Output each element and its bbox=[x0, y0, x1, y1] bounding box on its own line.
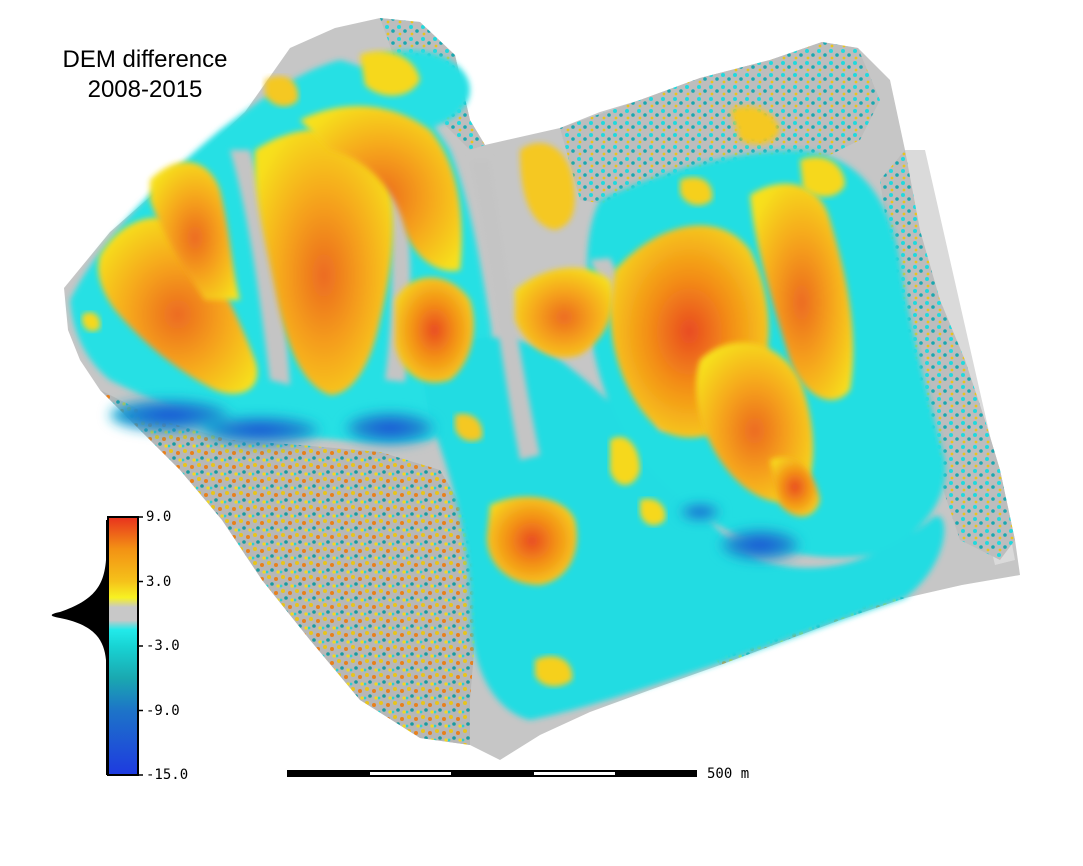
scale-bar-outline bbox=[287, 770, 697, 777]
lobe-upper-right-small bbox=[520, 143, 575, 230]
map-title-line-1: DEM difference bbox=[62, 46, 228, 73]
blue-zone-east bbox=[720, 529, 800, 561]
lobe-south-center bbox=[486, 496, 577, 585]
lobe-center-right-small bbox=[610, 436, 640, 485]
map-title-line-2: 2008-2015 bbox=[87, 76, 203, 103]
colorbar-tick-label: 3.0 bbox=[146, 573, 172, 590]
lobe-north-small bbox=[265, 76, 299, 107]
lobe-ne-3 bbox=[680, 177, 713, 206]
lobe-east-3 bbox=[750, 183, 854, 400]
colorbar bbox=[51, 516, 143, 776]
scale-bar-label: 500 m bbox=[707, 766, 750, 782]
scale-bar-segment-4 bbox=[534, 772, 615, 775]
deep-negative-zones bbox=[110, 399, 800, 561]
colorbar-ticks bbox=[138, 516, 143, 776]
lobe-center-right-2 bbox=[455, 413, 483, 442]
lobe-se-small bbox=[640, 498, 666, 526]
colorbar-gradient bbox=[107, 516, 139, 776]
scale-bar-segment-2 bbox=[370, 772, 451, 775]
blue-zone-west-2 bbox=[200, 416, 320, 444]
vegetation-e bbox=[880, 150, 1015, 560]
blue-zone-east-2 bbox=[680, 504, 720, 520]
lobe-west-1 bbox=[98, 217, 258, 394]
lobe-north-2 bbox=[360, 51, 420, 96]
colorbar-tick-label: 9.0 bbox=[146, 509, 172, 525]
lobe-far-east bbox=[770, 457, 820, 517]
cyan-zone-center bbox=[420, 337, 945, 720]
positive-change-lobes bbox=[82, 51, 854, 687]
lobe-center-mid bbox=[515, 267, 614, 358]
scale-bar bbox=[287, 770, 697, 777]
lobe-south-small-1 bbox=[535, 656, 573, 687]
channel-1 bbox=[230, 150, 290, 385]
lobe-west-2 bbox=[150, 161, 240, 300]
colorbar-tick-label: -3.0 bbox=[146, 638, 180, 654]
lobe-north-large bbox=[300, 106, 462, 271]
colorbar-tick-label: -9.0 bbox=[146, 702, 180, 719]
colorbar-tick-label: -15.0 bbox=[146, 767, 189, 783]
lobe-center-west bbox=[395, 277, 474, 383]
lobe-ne-2 bbox=[800, 156, 845, 197]
lobe-west-3 bbox=[254, 129, 394, 395]
blue-zone-center bbox=[345, 412, 435, 444]
colorbar-histogram bbox=[51, 520, 108, 775]
blue-zone-west bbox=[110, 399, 230, 431]
vegetation-sw bbox=[100, 390, 480, 745]
channel-3 bbox=[470, 160, 540, 460]
lobe-ne-small bbox=[730, 106, 780, 145]
lobe-west-small bbox=[82, 312, 101, 332]
